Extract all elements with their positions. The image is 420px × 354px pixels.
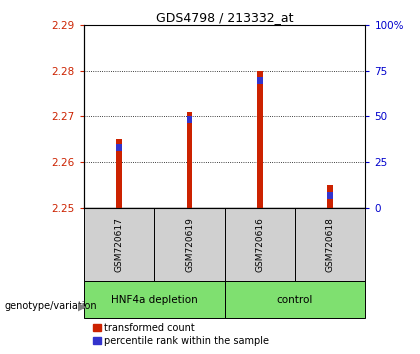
Text: GSM720616: GSM720616	[255, 217, 264, 272]
Title: GDS4798 / 213332_at: GDS4798 / 213332_at	[156, 11, 294, 24]
Bar	[116, 139, 122, 208]
Bar	[225, 281, 365, 318]
Bar	[84, 208, 155, 281]
Bar	[116, 144, 122, 151]
Bar	[257, 78, 262, 84]
Text: genotype/variation: genotype/variation	[4, 301, 97, 311]
Text: HNF4a depletion: HNF4a depletion	[111, 295, 198, 304]
Text: GSM720619: GSM720619	[185, 217, 194, 272]
Legend: transformed count, percentile rank within the sample: transformed count, percentile rank withi…	[89, 319, 273, 349]
Bar	[295, 208, 365, 281]
Text: GSM720618: GSM720618	[326, 217, 335, 272]
Text: ▶: ▶	[78, 301, 86, 311]
Bar	[328, 185, 333, 208]
Bar	[225, 208, 295, 281]
Bar	[257, 70, 262, 208]
Bar	[187, 116, 192, 123]
Bar	[84, 281, 225, 318]
Text: control: control	[277, 295, 313, 304]
Bar	[155, 208, 225, 281]
Bar	[328, 192, 333, 199]
Bar	[187, 112, 192, 208]
Text: GSM720617: GSM720617	[115, 217, 123, 272]
